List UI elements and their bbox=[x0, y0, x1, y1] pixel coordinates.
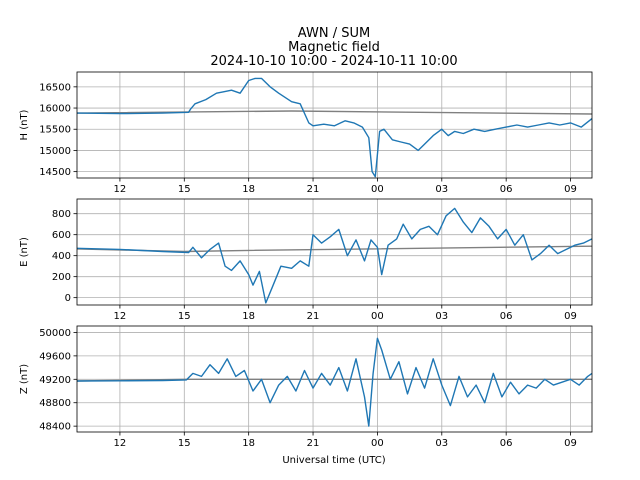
y-axis-label-3: Z (nT) bbox=[19, 364, 30, 394]
x-tick-label: 06 bbox=[500, 184, 513, 195]
chart-title-line-1: AWN / SUM bbox=[298, 26, 370, 41]
x-tick-label: 06 bbox=[500, 311, 513, 322]
y-tick-label: 16000 bbox=[39, 104, 71, 115]
panel-1-frame bbox=[76, 71, 593, 179]
y-tick-label: 50000 bbox=[39, 328, 71, 339]
x-tick-label: 06 bbox=[500, 438, 513, 449]
x-tick-label: 18 bbox=[242, 184, 255, 195]
x-tick-label: 00 bbox=[371, 311, 384, 322]
panel-2: 12 15 18 21 00 03 06 09 0 200 400 600 800 E (nT) bbox=[19, 198, 593, 322]
y-tick-label: 49600 bbox=[39, 351, 71, 362]
x-tick-label: 18 bbox=[242, 311, 255, 322]
x-tick-label: 21 bbox=[307, 184, 320, 195]
x-tick-label: 09 bbox=[564, 438, 577, 449]
x-tick-label: 12 bbox=[114, 438, 127, 449]
x-tick-label: 09 bbox=[564, 311, 577, 322]
x-tick-label: 00 bbox=[371, 184, 384, 195]
data-series-1 bbox=[77, 77, 592, 178]
panel-3: 12 15 18 21 00 03 06 09 48400 48800 49200 49600 5000… bbox=[19, 325, 593, 449]
panel-2-frame bbox=[76, 198, 593, 306]
y-tick-label: 48800 bbox=[39, 398, 71, 409]
x-tick-label: 15 bbox=[178, 184, 191, 195]
y-tick-label: 14500 bbox=[39, 167, 71, 178]
y-tick-label: 16500 bbox=[39, 82, 71, 93]
y-tick-label: 600 bbox=[52, 230, 71, 241]
x-tick-label: 21 bbox=[307, 438, 320, 449]
x-tick-label: 09 bbox=[564, 184, 577, 195]
x-tick-label: 12 bbox=[114, 184, 127, 195]
panel-3-frame bbox=[76, 325, 593, 433]
y-tick-label: 200 bbox=[52, 272, 71, 283]
y-tick-label: 49200 bbox=[39, 375, 71, 386]
baseline-series-1 bbox=[77, 110, 592, 115]
panel-1: 12 15 18 21 00 03 06 09 14500 15000 15500 16000 1650… bbox=[19, 71, 593, 195]
x-axis-label: Universal time (UTC) bbox=[282, 455, 385, 466]
panel-2-background bbox=[77, 199, 592, 305]
y-tick-label: 400 bbox=[52, 251, 71, 262]
data-series-3 bbox=[77, 337, 592, 427]
x-tick-label: 21 bbox=[307, 311, 320, 322]
x-tick-label: 03 bbox=[435, 311, 448, 322]
x-tick-label: 15 bbox=[178, 311, 191, 322]
data-series-2 bbox=[77, 207, 592, 304]
x-tick-label: 12 bbox=[114, 311, 127, 322]
panels-group: 12 15 18 21 00 03 06 09145001500015500160001650… bbox=[19, 71, 593, 449]
y-tick-label: 15000 bbox=[39, 146, 71, 157]
x-tick-label: 03 bbox=[435, 438, 448, 449]
x-tick-label: 18 bbox=[242, 438, 255, 449]
x-tick-label: 00 bbox=[371, 438, 384, 449]
x-tick-label: 15 bbox=[178, 438, 191, 449]
y-tick-label: 15500 bbox=[39, 125, 71, 136]
y-tick-label: 800 bbox=[52, 209, 71, 220]
chart-title-line-2: Magnetic field bbox=[288, 40, 380, 55]
y-tick-label: 48400 bbox=[39, 422, 71, 433]
chart-title-line-3: 2024-10-10 10:00 - 2024-10-11 10:00 bbox=[210, 54, 457, 69]
y-axis-label-1: H (nT) bbox=[19, 109, 30, 140]
y-tick-label: 0 bbox=[65, 293, 71, 304]
x-tick-label: 03 bbox=[435, 184, 448, 195]
y-axis-label-2: E (nT) bbox=[19, 237, 30, 267]
